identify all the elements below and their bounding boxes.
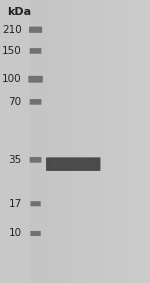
FancyBboxPatch shape: [30, 99, 41, 105]
FancyBboxPatch shape: [52, 162, 95, 168]
FancyBboxPatch shape: [28, 76, 43, 83]
FancyBboxPatch shape: [30, 157, 41, 163]
Text: 10: 10: [9, 228, 22, 239]
Text: 35: 35: [8, 155, 22, 165]
Text: 70: 70: [9, 97, 22, 107]
FancyBboxPatch shape: [29, 27, 42, 33]
Text: 100: 100: [2, 74, 22, 84]
FancyBboxPatch shape: [30, 231, 41, 236]
Text: 210: 210: [2, 25, 22, 35]
Text: 17: 17: [8, 199, 22, 209]
FancyBboxPatch shape: [30, 201, 41, 206]
FancyBboxPatch shape: [11, 0, 150, 283]
FancyBboxPatch shape: [30, 48, 41, 54]
Text: kDa: kDa: [7, 7, 31, 17]
FancyBboxPatch shape: [46, 157, 100, 171]
Text: 150: 150: [2, 46, 22, 56]
